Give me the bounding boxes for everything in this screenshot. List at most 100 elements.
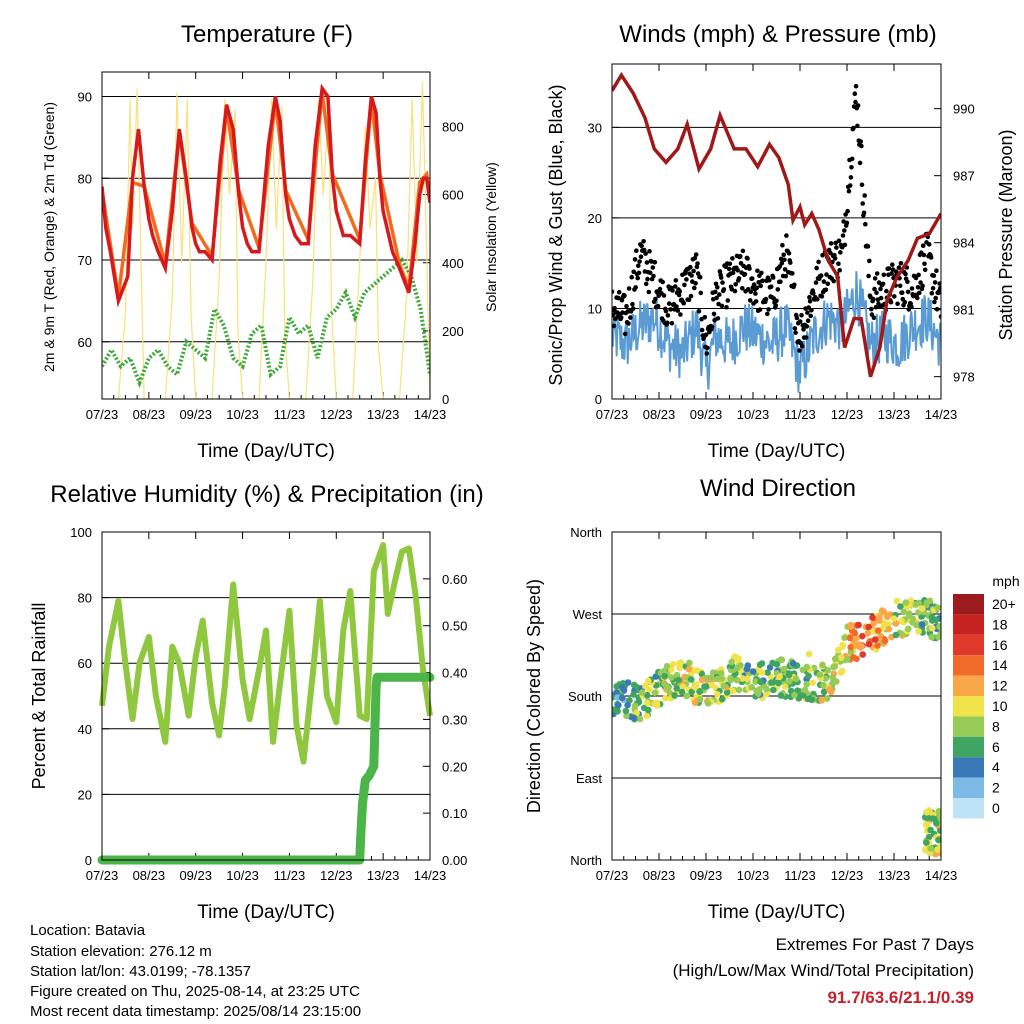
x-tick-label: 13/23 <box>367 868 400 883</box>
extremes-values: 91.7/63.6/21.1/0.39 <box>827 988 974 1007</box>
x-tick-label: 14/23 <box>414 868 447 883</box>
direction-point <box>643 691 651 699</box>
gust-point <box>686 297 692 303</box>
direction-point <box>869 614 876 621</box>
direction-point <box>871 636 879 643</box>
gust-point <box>751 282 757 287</box>
gust-point <box>709 324 715 330</box>
direction-point <box>829 674 837 681</box>
panel-1: Temperature (F) 07/23 08/23 09/23 10/23 11/23… <box>41 21 499 462</box>
direction-point <box>923 839 930 846</box>
direction-point <box>735 686 743 694</box>
gust-point <box>770 275 776 280</box>
direction-point <box>675 676 683 684</box>
y2-tick-label: 981 <box>953 303 975 318</box>
gust-point <box>849 156 855 162</box>
x-tick-label: 08/23 <box>643 868 676 883</box>
direction-point <box>892 631 900 639</box>
y-tick-label: 40 <box>78 722 92 737</box>
gust-point <box>736 276 742 281</box>
y2-tick-label: 0.00 <box>442 853 467 868</box>
gust-point <box>780 242 785 248</box>
gust-point <box>689 273 694 278</box>
y-axis-label: Direction (Colored By Speed) <box>524 579 544 813</box>
y-tick-label: East <box>576 771 602 786</box>
direction-point <box>615 701 622 709</box>
y-tick-label: 10 <box>588 301 602 316</box>
legend-label: 8 <box>992 718 1000 734</box>
gust-point <box>892 294 897 299</box>
gust-point <box>857 160 863 166</box>
gust-point <box>704 351 710 356</box>
direction-point <box>781 683 789 690</box>
gust-point <box>805 310 810 315</box>
gust-point <box>938 285 941 291</box>
y2-axis-label: Solar Insolation (Yellow) <box>483 162 499 312</box>
y2-tick-label: 0.30 <box>442 712 467 727</box>
direction-point <box>673 685 680 692</box>
gust-point <box>677 289 683 294</box>
x-tick-label: 13/23 <box>878 407 911 422</box>
x-tick-label: 09/23 <box>690 868 723 883</box>
direction-point <box>907 597 915 605</box>
gust-point <box>612 323 617 329</box>
extremes-title: Extremes For Past 7 Days <box>775 935 974 954</box>
direction-point <box>622 707 630 715</box>
plot-frame <box>611 63 942 400</box>
gust-point <box>874 290 879 296</box>
gust-point <box>808 313 813 319</box>
gust-point <box>813 280 819 285</box>
gust-point <box>849 165 854 170</box>
y2-tick-label: 990 <box>953 102 975 117</box>
y-axis-label: Sonic/Prop Wind & Gust (Blue, Black) <box>546 84 566 385</box>
direction-point <box>688 676 695 683</box>
direction-point <box>929 815 936 822</box>
gust-point <box>698 290 704 296</box>
direction-point <box>918 621 926 628</box>
direction-point <box>663 662 671 670</box>
legend-label: 2 <box>992 780 1000 796</box>
direction-point <box>927 845 934 852</box>
direction-point <box>624 701 631 709</box>
x-tick-label: 09/23 <box>179 407 212 422</box>
gust-point <box>930 286 936 291</box>
gust-point <box>915 295 920 301</box>
x-tick-label: 12/23 <box>320 868 353 883</box>
gust-point <box>861 210 867 216</box>
figure-canvas: Temperature (F) 07/23 08/23 09/23 10/23 11/23… <box>29 21 1020 923</box>
x-tick-label: 10/23 <box>226 868 259 883</box>
y-axis-label: 2m & 9m T (Red, Orange) & 2m Td (Green) <box>41 102 57 372</box>
gust-point <box>735 268 740 273</box>
plot-area <box>97 542 435 865</box>
direction-point <box>934 604 941 612</box>
direction-point <box>668 674 675 681</box>
direction-point <box>935 836 941 844</box>
gust-point <box>715 316 721 321</box>
gust-point <box>928 255 934 260</box>
x-tick-label: 12/23 <box>320 407 353 422</box>
gust-point <box>647 249 652 254</box>
legend-swatch <box>953 716 984 737</box>
gust-point <box>758 283 763 289</box>
direction-point <box>683 692 690 700</box>
x-axis-label: Time (Day/UTC) <box>197 902 335 923</box>
gust-point <box>755 268 760 274</box>
gust-point <box>713 289 718 295</box>
direction-point <box>662 695 669 702</box>
gust-point <box>832 256 838 261</box>
direction-point <box>923 808 931 816</box>
y-axis-label: Percent & Total Rainfall <box>29 603 49 790</box>
gust-point <box>702 315 708 320</box>
gust-point <box>807 294 812 300</box>
direction-point <box>707 674 714 682</box>
y2-tick-label: 0.50 <box>442 619 467 634</box>
direction-point <box>870 620 877 627</box>
direction-point <box>851 629 859 637</box>
direction-point <box>865 640 873 648</box>
gust-point <box>747 266 752 271</box>
gust-point <box>635 275 640 281</box>
gust-point <box>821 279 827 284</box>
direction-point <box>935 633 941 641</box>
gust-point <box>909 304 914 310</box>
direction-point <box>661 673 668 680</box>
